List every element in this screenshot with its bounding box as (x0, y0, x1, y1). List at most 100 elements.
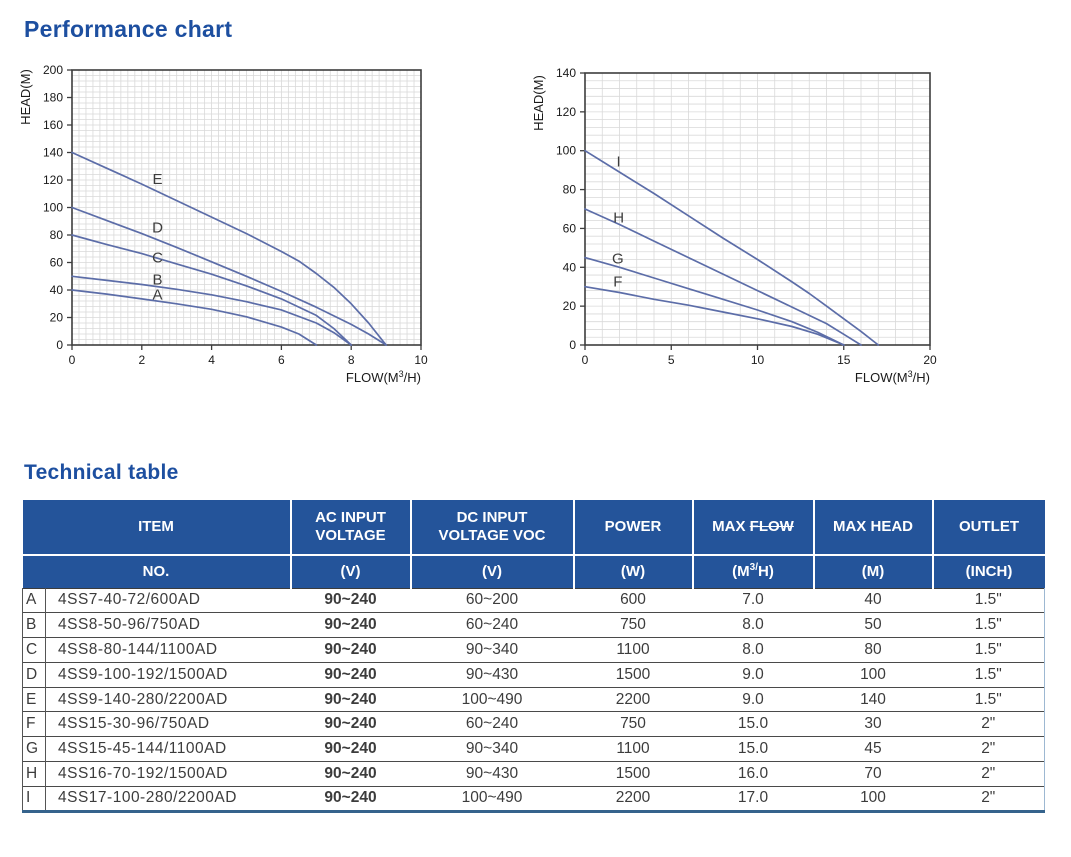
cell-outlet: 1.5" (932, 612, 1045, 638)
y-tick-label: 20 (50, 311, 64, 325)
cell-max-flow: 15.0 (692, 736, 814, 762)
y-tick-label: 140 (556, 66, 576, 80)
cell-letter: A (22, 587, 46, 613)
cell-max-flow: 15.0 (692, 711, 814, 737)
cell-dc: 60~240 (410, 711, 574, 737)
cell-ac: 90~240 (290, 661, 411, 688)
x-tick-label: 5 (668, 353, 675, 367)
cell-max-flow: 7.0 (692, 587, 814, 613)
cell-ac: 90~240 (290, 612, 411, 638)
x-tick-label: 10 (414, 353, 428, 367)
y-tick-label: 100 (43, 201, 63, 215)
cell-dc: 90~340 (410, 736, 574, 762)
y-tick-label: 120 (43, 173, 63, 187)
cell-letter: H (22, 761, 46, 787)
cell-outlet: 1.5" (932, 661, 1045, 688)
cell-model: 4SS9-140-280/2200AD (45, 686, 291, 712)
cell-dc: 100~490 (410, 785, 574, 813)
cell-ac: 90~240 (290, 587, 411, 613)
cell-model: 4SS8-80-144/1100AD (45, 637, 291, 663)
cell-outlet: 2" (932, 711, 1045, 737)
curve-label-A: A (152, 287, 162, 304)
cell-power: 2200 (573, 785, 693, 813)
cell-model: 4SS17-100-280/2200AD (45, 785, 291, 813)
curve-G (584, 256, 845, 346)
cell-dc: 90~430 (410, 761, 574, 787)
y-tick-label: 60 (50, 256, 64, 270)
cell-power: 600 (573, 587, 693, 613)
cell-dc: 60~200 (410, 587, 574, 613)
x-tick-label: 4 (208, 353, 215, 367)
curve-F (584, 285, 845, 346)
cell-model: 4SS15-30-96/750AD (45, 711, 291, 737)
y-tick-label: 0 (569, 338, 576, 352)
cell-max-flow: 9.0 (692, 661, 814, 688)
curve-E (71, 151, 387, 346)
cell-max-head: 40 (813, 587, 933, 613)
cell-model: 4SS16-70-192/1500AD (45, 761, 291, 787)
cell-max-flow: 8.0 (692, 637, 814, 663)
table-row: F 4SS15-30-96/750AD 90~240 60~240 750 15.0 30 2… (22, 711, 1045, 737)
y-axis-label: HEAD(M) (531, 75, 546, 131)
col-unit-dc: (V) (410, 555, 575, 588)
col-unit-max-head: (M) (813, 555, 934, 588)
y-tick-label: 140 (43, 146, 63, 160)
x-tick-label: 0 (69, 353, 76, 367)
technical-table-title: Technical table (24, 461, 179, 484)
cell-power: 1500 (573, 761, 693, 787)
cell-ac: 90~240 (290, 711, 411, 737)
performance-chart-right: 0 5 10 15 20 0 20 40 60 80 100 120 140 HEAD(M) FLOW(M3… (531, 66, 937, 385)
cell-dc: 60~240 (410, 612, 574, 638)
col-header-item: ITEM (22, 500, 292, 556)
y-tick-label: 40 (563, 260, 577, 274)
col-header-outlet: OUTLET (932, 500, 1045, 556)
curve-label-G: G (612, 250, 624, 267)
curve-I (584, 149, 880, 346)
col-unit-power: (W) (573, 555, 694, 588)
col-header-max-head: MAX HEAD (813, 500, 934, 556)
y-tick-label: 100 (556, 144, 576, 158)
cell-max-flow: 17.0 (692, 785, 814, 813)
x-tick-label: 10 (751, 353, 765, 367)
table-row: H 4SS16-70-192/1500AD 90~240 90~430 1500 16.0… (22, 761, 1045, 787)
cell-letter: I (22, 785, 46, 813)
cell-power: 2200 (573, 686, 693, 712)
curve-label-E: E (152, 171, 162, 188)
cell-outlet: 2" (932, 761, 1045, 787)
cell-power: 750 (573, 711, 693, 737)
cell-dc: 100~490 (410, 686, 574, 712)
y-tick-label: 40 (50, 283, 64, 297)
table-row: A 4SS7-40-72/600AD 90~240 60~200 600 7.0 40 1.5… (22, 587, 1045, 613)
cell-max-flow: 9.0 (692, 686, 814, 712)
cell-letter: G (22, 736, 46, 762)
col-header-max-flow: MAX FLOW (692, 500, 815, 556)
cell-ac: 90~240 (290, 686, 411, 712)
cell-letter: C (22, 637, 46, 663)
col-header-dc-voltage: DC INPUT VOLTAGE VOC (410, 500, 575, 556)
cell-max-head: 100 (813, 785, 933, 813)
col-unit-outlet: (INCH) (932, 555, 1045, 588)
x-tick-label: 15 (837, 353, 851, 367)
table-row: C 4SS8-80-144/1100AD 90~240 90~340 1100 8.0 80… (22, 637, 1045, 663)
y-tick-label: 180 (43, 91, 63, 105)
cell-model: 4SS9-100-192/1500AD (45, 661, 291, 688)
table-row: D 4SS9-100-192/1500AD 90~240 90~430 1500 9.0 1… (22, 661, 1045, 688)
cell-outlet: 1.5" (932, 587, 1045, 613)
curve-C (71, 234, 353, 346)
cell-outlet: 2" (932, 785, 1045, 813)
curve-H (584, 208, 862, 346)
table-row: G 4SS15-45-144/1100AD 90~240 90~340 1100 15.0… (22, 736, 1045, 762)
cell-max-head: 140 (813, 686, 933, 712)
curve-label-I: I (617, 153, 621, 170)
y-tick-label: 60 (563, 221, 577, 235)
y-tick-label: 0 (56, 338, 63, 352)
cell-ac: 90~240 (290, 736, 411, 762)
cell-power: 1100 (573, 736, 693, 762)
cell-letter: B (22, 612, 46, 638)
cell-max-head: 100 (813, 661, 933, 688)
curve-label-F: F (613, 274, 622, 291)
y-tick-label: 120 (556, 105, 576, 119)
col-header-ac-voltage: AC INPUT VOLTAGE (290, 500, 412, 556)
cell-ac: 90~240 (290, 785, 411, 813)
